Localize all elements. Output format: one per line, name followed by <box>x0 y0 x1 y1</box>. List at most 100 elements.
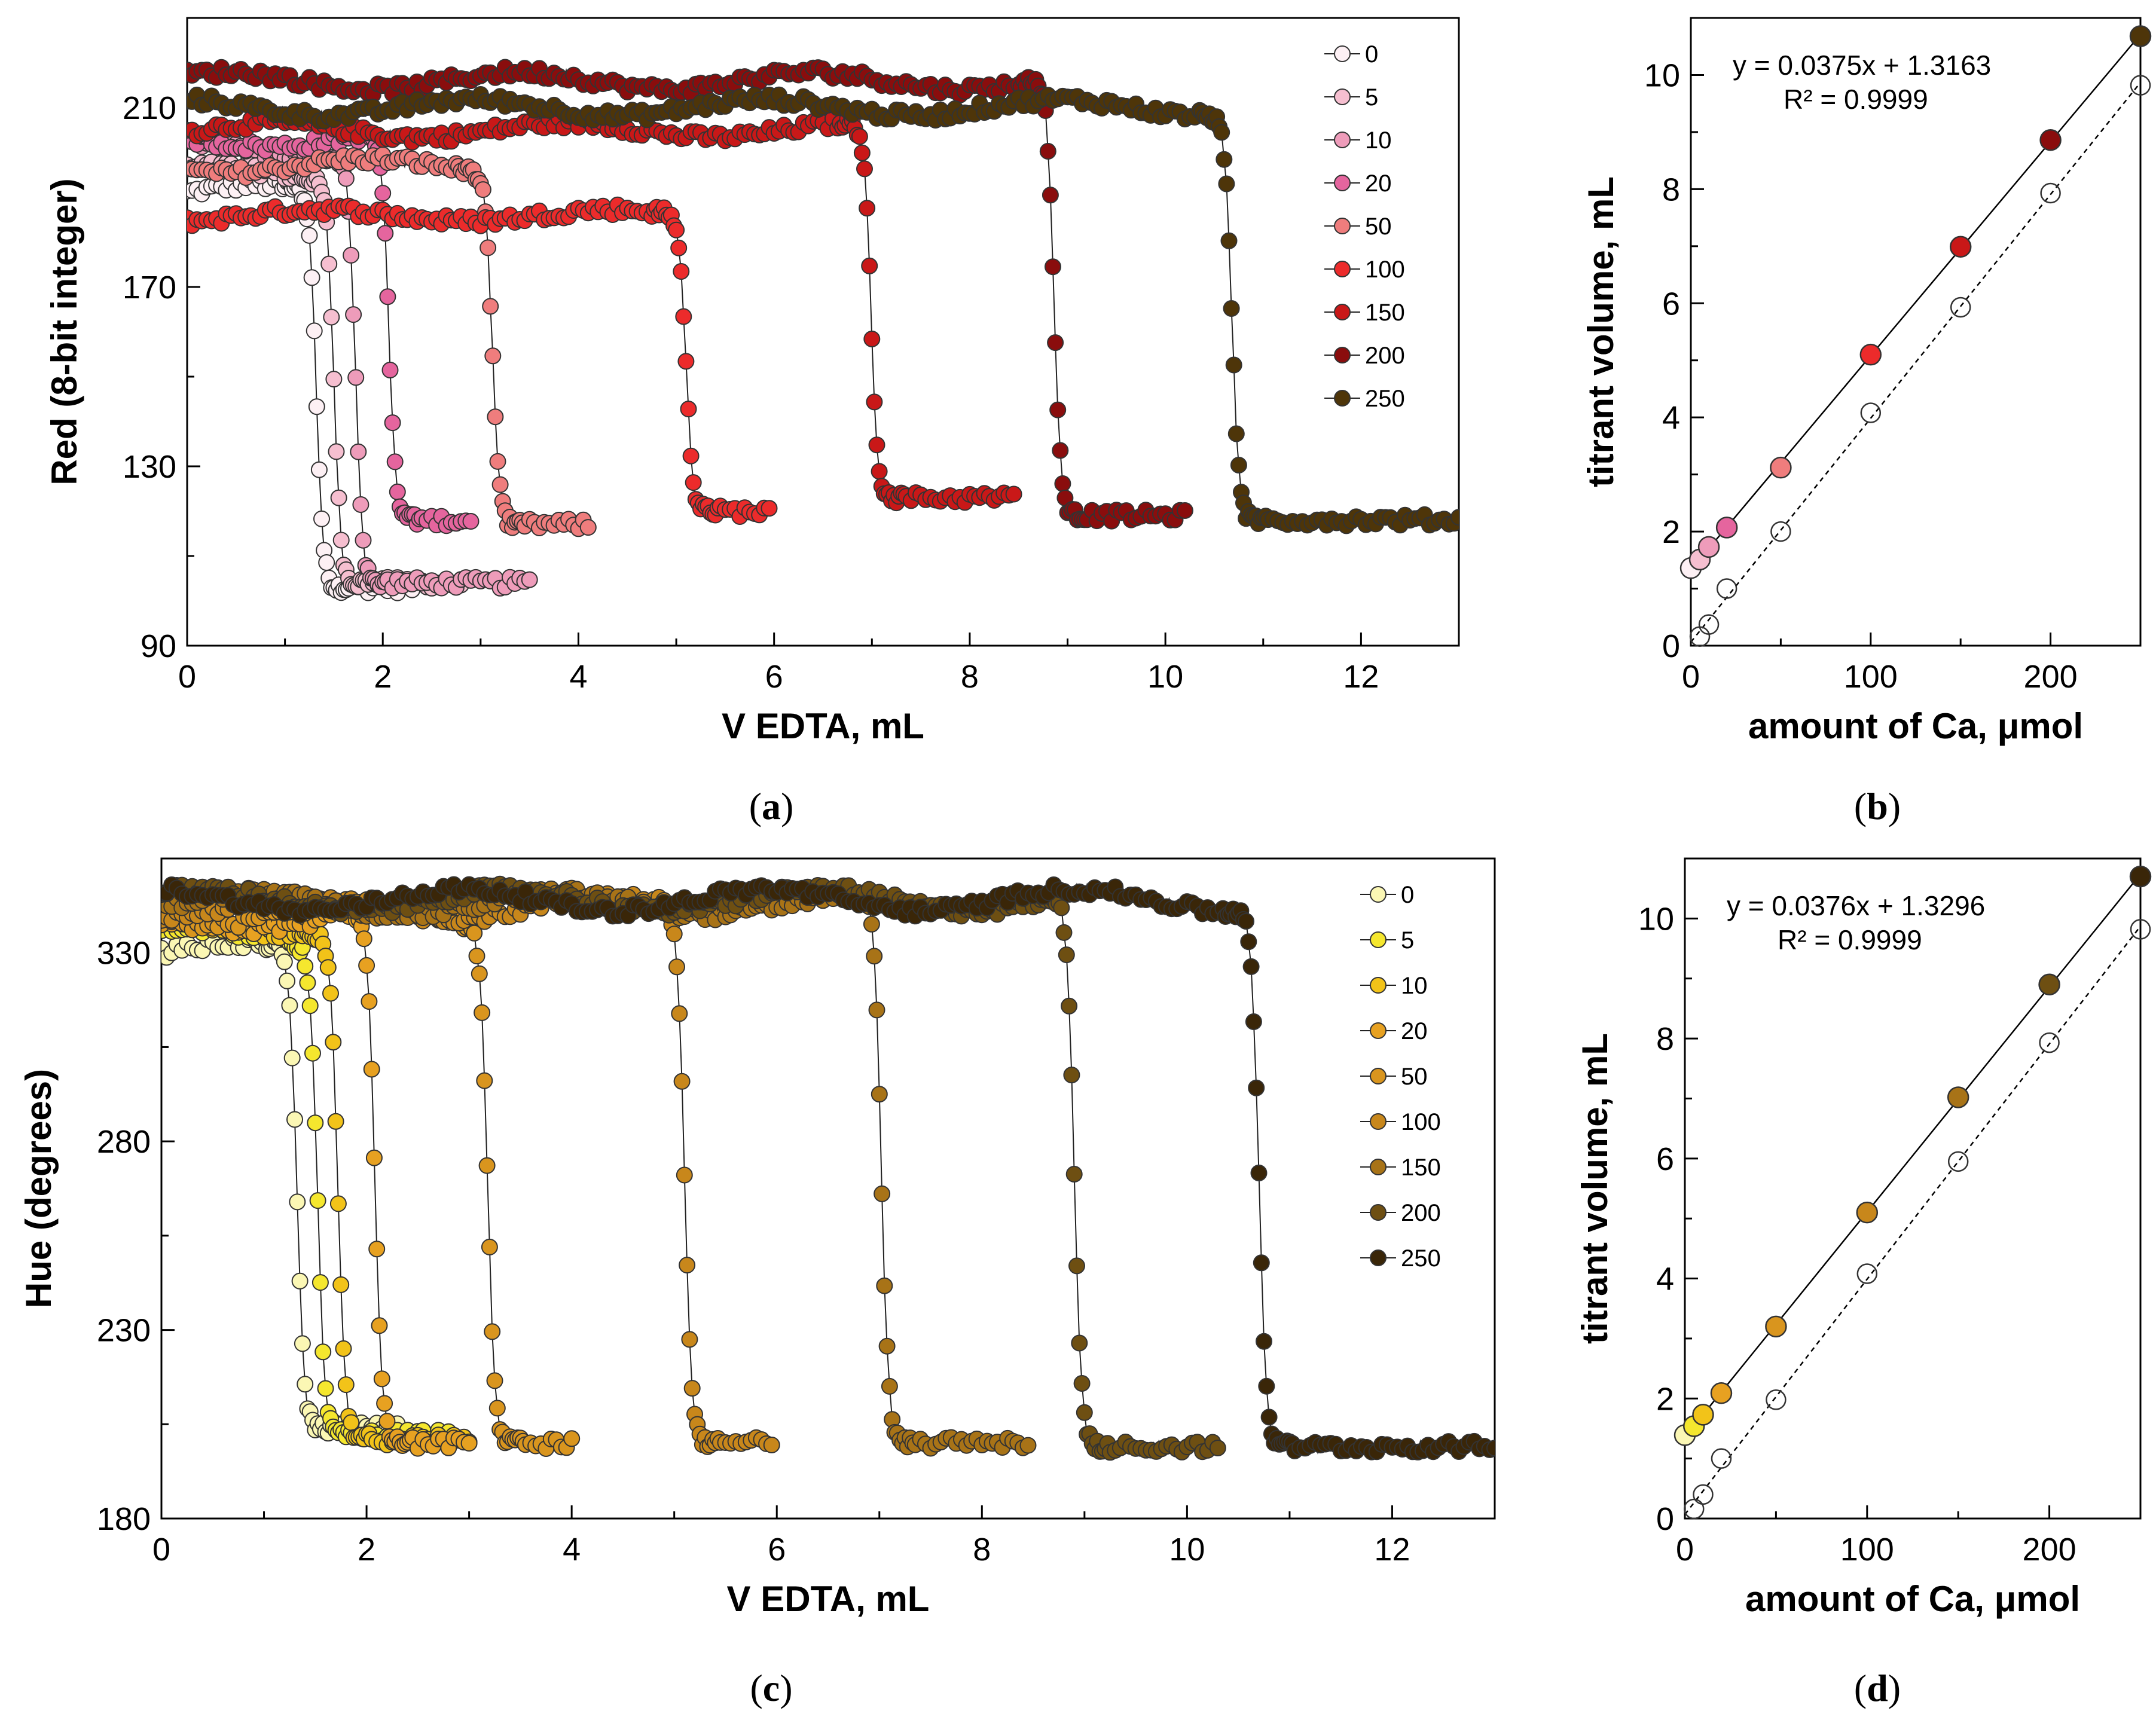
legend-entry-0: 0 <box>1401 882 1414 908</box>
measured-point <box>1856 1201 1879 1224</box>
series-a-50 <box>187 146 597 537</box>
data-point <box>878 1337 896 1355</box>
series-line-c-50 <box>161 898 573 1450</box>
fit-line-measured-b <box>1690 33 2141 570</box>
data-point <box>881 1377 898 1395</box>
corrected-point <box>1683 1498 1705 1520</box>
data-point <box>389 483 406 500</box>
measured-point <box>1710 1382 1733 1404</box>
data-point <box>1223 300 1240 317</box>
data-point <box>343 246 360 264</box>
legend-marker <box>1334 45 1351 62</box>
y-tick-label-a: 130 <box>123 449 176 485</box>
x-tick-label-d: 200 <box>2023 1532 2076 1568</box>
data-point <box>294 1335 311 1352</box>
x-tick-label-d: 100 <box>1840 1532 1894 1568</box>
legend-entry-0: 0 <box>1365 41 1378 68</box>
data-point <box>301 227 318 244</box>
x-tick-label-d: 0 <box>1676 1532 1694 1568</box>
data-point <box>337 170 355 187</box>
series-layer-a <box>187 59 1459 601</box>
data-point <box>851 128 868 145</box>
legend-entry-50: 50 <box>1365 213 1392 240</box>
series-line-a-0 <box>187 178 413 595</box>
data-point <box>281 997 298 1014</box>
x-axis-title-d: amount of Ca, μmol <box>1745 1579 2080 1619</box>
measured-point <box>1770 456 1792 479</box>
data-point <box>1245 1013 1262 1030</box>
data-point <box>671 1005 688 1022</box>
fit-line-corrected-b <box>1690 82 2141 643</box>
panel-label-c: (c) <box>750 1667 792 1709</box>
data-point <box>377 225 394 242</box>
legend-marker <box>1370 1113 1387 1130</box>
legend-entry-5: 5 <box>1365 84 1378 111</box>
measured-point <box>1692 1404 1714 1426</box>
data-point <box>683 1380 701 1397</box>
data-point <box>670 239 688 256</box>
y-tick-label-b: 2 <box>1662 514 1680 550</box>
data-point <box>481 1238 498 1255</box>
data-point <box>337 1376 355 1394</box>
data-point <box>313 510 330 527</box>
corrected-point <box>2040 182 2061 204</box>
data-point <box>314 1343 332 1361</box>
data-point <box>866 948 883 965</box>
data-point <box>1225 356 1242 374</box>
regression-equation-d: y = 0.0376x + 1.3296 <box>1727 890 1985 921</box>
measured-point <box>1947 1086 1969 1108</box>
data-point <box>297 1376 314 1393</box>
x-tick-label-c: 12 <box>1374 1532 1410 1568</box>
series-a-150 <box>187 109 1022 512</box>
data-point <box>761 500 778 517</box>
x-axis-title-b: amount of Ca, μmol <box>1748 706 2083 746</box>
legend-a: 0 5 10 20 50 100 150 200 250 <box>1324 41 1405 412</box>
data-point <box>386 453 404 471</box>
data-point <box>323 308 340 326</box>
data-point <box>1253 1254 1270 1272</box>
data-point <box>352 496 369 513</box>
data-point <box>345 306 362 323</box>
regression-equation-b: y = 0.0375x + 1.3163 <box>1733 50 1991 81</box>
data-point <box>310 461 328 478</box>
corrected-point <box>1698 614 1720 635</box>
measured-point <box>1859 343 1882 366</box>
panel-label-b: (b) <box>1854 785 1901 827</box>
data-point <box>1068 1257 1085 1275</box>
y-axis-title-a: Red (8-bit integer) <box>44 178 84 485</box>
legend-marker <box>1370 1249 1387 1266</box>
data-point <box>673 263 690 280</box>
data-point <box>374 185 392 202</box>
data-point <box>853 144 871 161</box>
series-line-c-10 <box>161 911 470 1447</box>
data-point <box>1240 933 1257 951</box>
legend-marker <box>1334 390 1351 407</box>
data-point <box>1230 457 1247 473</box>
series-c-5 <box>161 915 457 1450</box>
y-tick-label-c: 330 <box>97 936 151 971</box>
r-squared-b: R² = 0.9999 <box>1784 84 1928 115</box>
series-line-c-200 <box>161 882 1219 1455</box>
data-point <box>861 257 878 274</box>
data-point <box>487 408 504 426</box>
data-point <box>681 1331 698 1348</box>
data-point <box>859 200 876 217</box>
y-tick-label-d: 2 <box>1656 1381 1674 1417</box>
y-tick-label-b: 6 <box>1662 286 1680 322</box>
data-point <box>312 1274 329 1291</box>
x-tick-label-c: 2 <box>358 1532 375 1568</box>
corrected-point <box>1766 1389 1787 1410</box>
y-tick-label-d: 4 <box>1656 1261 1674 1297</box>
x-tick-label-c: 6 <box>768 1532 786 1568</box>
data-point <box>1250 1165 1268 1181</box>
data-point <box>299 974 316 991</box>
corrected-point <box>1950 297 1971 318</box>
x-tick-label-a: 6 <box>765 659 783 695</box>
legend-marker <box>1370 1159 1387 1175</box>
series-a-200 <box>187 59 1193 530</box>
corrected-point <box>1770 521 1791 542</box>
data-point <box>675 308 692 325</box>
data-point <box>579 519 597 536</box>
data-point <box>484 1323 501 1340</box>
